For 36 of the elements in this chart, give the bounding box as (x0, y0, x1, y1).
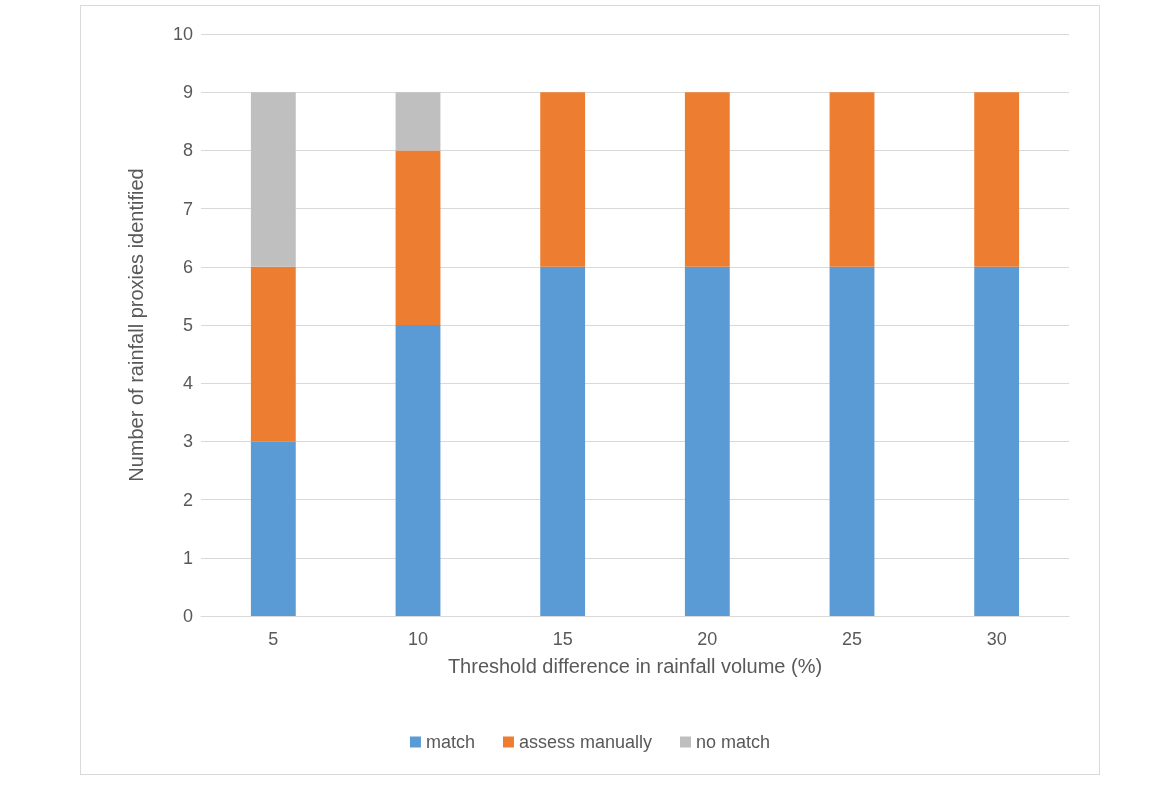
bar (829, 266, 875, 616)
bar (395, 325, 441, 616)
bar (974, 266, 1020, 616)
bar (974, 92, 1020, 267)
y-tick-label: 2 (182, 489, 193, 510)
legend-label: no match (696, 732, 771, 752)
x-tick-label: 20 (697, 629, 718, 649)
y-tick-label: 8 (182, 140, 193, 161)
bar (250, 92, 296, 267)
bar (395, 92, 441, 151)
x-tick-label: 5 (268, 629, 279, 649)
y-tick-label: 0 (182, 606, 193, 626)
bar (250, 441, 296, 616)
bar (540, 266, 586, 616)
y-tick-label: 4 (182, 373, 193, 394)
y-axis-title: Number of rainfall proxies identified (125, 168, 147, 482)
y-tick-label: 3 (182, 431, 193, 452)
bar (684, 92, 730, 267)
y-tick-label: 6 (182, 256, 193, 277)
y-tick-label: 5 (182, 315, 193, 335)
bar (829, 92, 875, 267)
y-tick-label: 10 (172, 24, 193, 44)
y-tick-label: 7 (182, 198, 193, 219)
y-tick-label: 9 (182, 82, 193, 103)
bar (395, 150, 441, 325)
bar (540, 92, 586, 267)
x-tick-label: 15 (552, 629, 573, 649)
x-axis-title: Threshold difference in rainfall volume (%) (447, 655, 823, 677)
bar (684, 266, 730, 616)
legend-label: assess manually (518, 732, 653, 752)
legend-label: match (425, 732, 475, 752)
y-tick-label: 1 (182, 547, 193, 568)
bar (250, 266, 296, 442)
x-tick-label: 10 (407, 629, 429, 649)
x-tick-label: 30 (986, 629, 1007, 649)
x-tick-label: 25 (841, 629, 863, 649)
